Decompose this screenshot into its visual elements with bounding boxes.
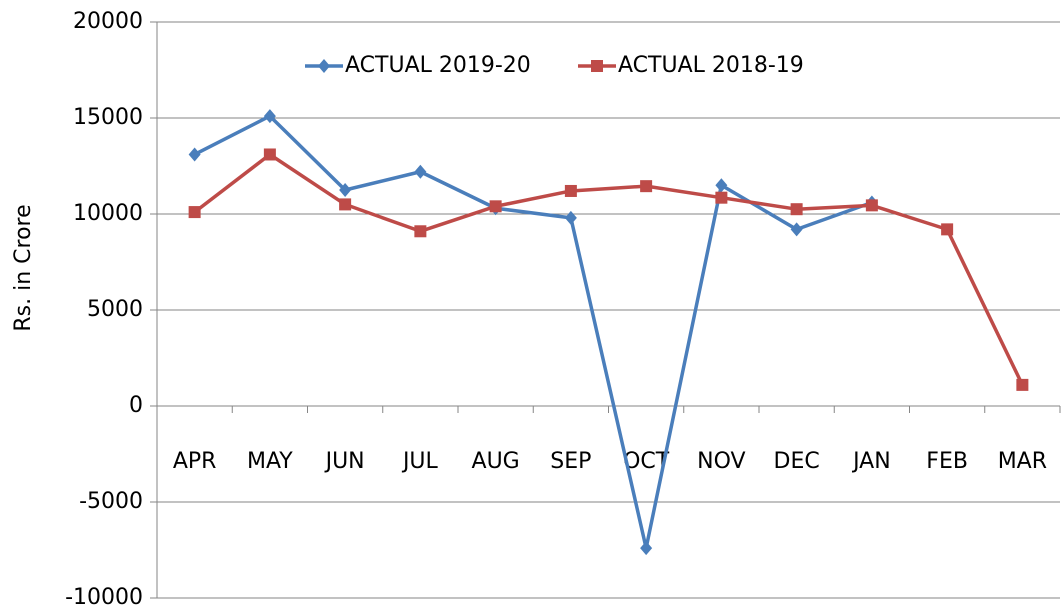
series-line [193,114,873,550]
point [790,203,803,216]
y-tick-label: 15000 [73,105,143,130]
y-axis-label: Rs. in Crore [11,204,36,331]
x-tick-label: JUN [324,449,365,474]
point [263,148,276,161]
point [263,109,276,124]
point [489,200,502,213]
point [564,184,577,197]
series-line [193,152,1024,386]
point [339,198,352,211]
x-tick-label: JAN [851,449,891,474]
point [640,180,653,193]
x-tick-label: DEC [774,449,820,474]
point [640,541,653,556]
point [790,222,803,237]
x-tick-label: SEP [550,449,591,474]
legend-label: ACTUAL 2018-19 [618,53,804,78]
y-tick-label: 0 [129,393,143,418]
x-tick-label: AUG [472,449,520,474]
legend-marker [591,60,603,72]
y-tick-label: 5000 [87,297,143,322]
legend-marker [318,59,330,73]
legend-label: ACTUAL 2019-20 [345,53,531,78]
point [414,164,427,179]
x-tick-label: MAY [247,449,293,474]
point [564,210,577,225]
point [715,178,728,193]
point [865,199,878,212]
point [941,223,954,236]
point [188,206,201,219]
point [339,183,352,197]
point [715,191,728,204]
x-tick-label: APR [173,449,217,474]
x-tick-label: FEB [926,449,968,474]
y-tick-label: -10000 [65,585,143,610]
y-tick-label: 10000 [73,201,143,226]
x-tick-label: JUL [401,449,439,474]
y-tick-label: 20000 [73,9,143,34]
x-tick-label: MAR [998,449,1047,474]
point [414,225,427,238]
point [1016,378,1029,391]
y-tick-label: -5000 [79,489,143,514]
point [188,147,201,162]
x-tick-label: NOV [697,449,745,474]
